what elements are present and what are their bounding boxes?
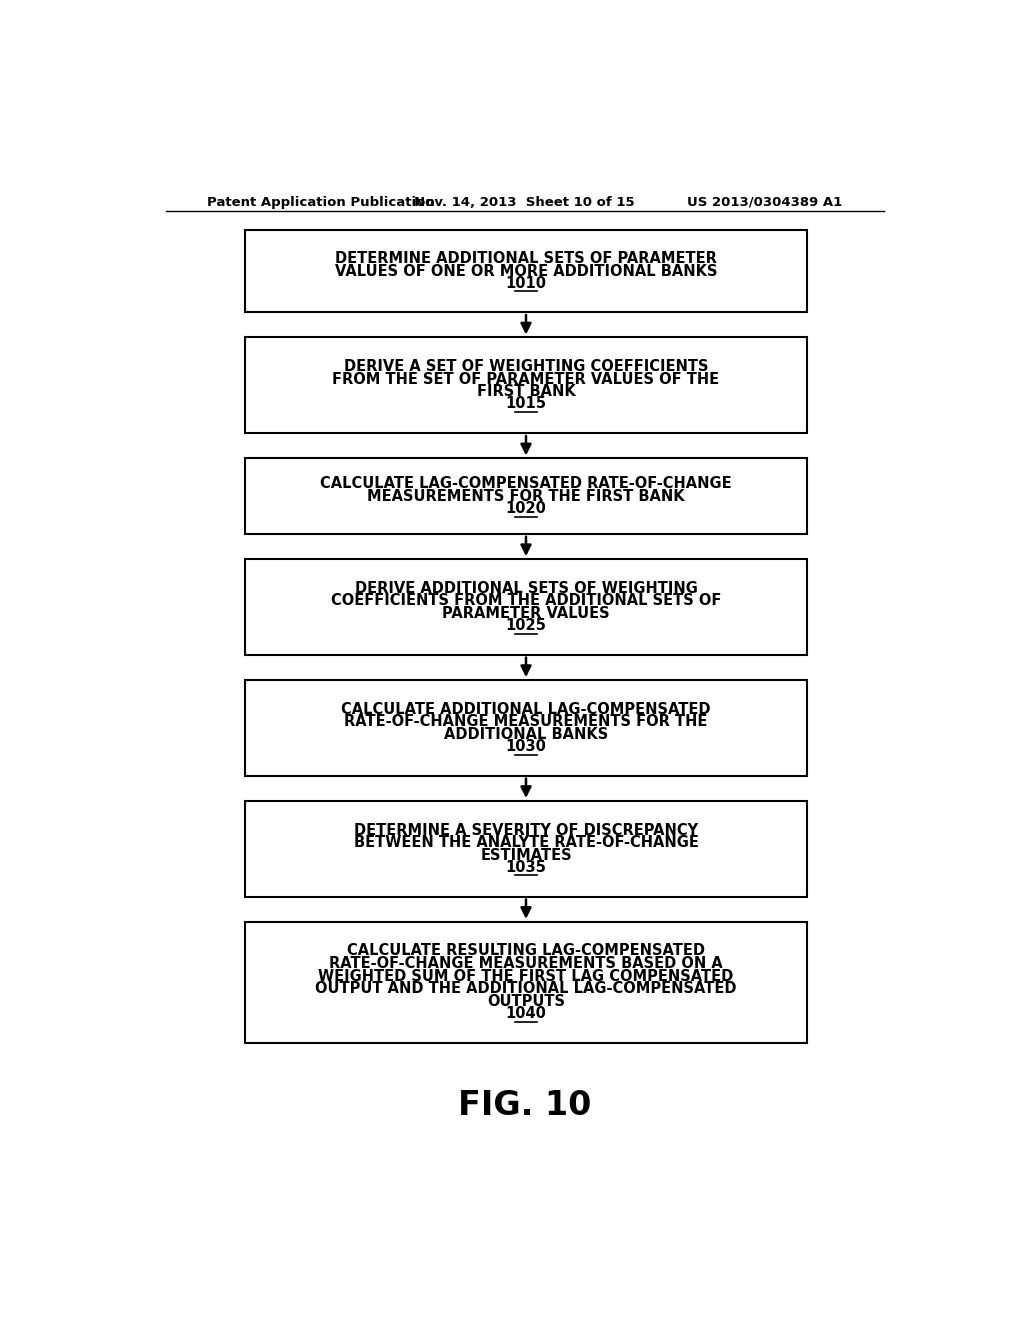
- FancyBboxPatch shape: [246, 921, 807, 1043]
- Text: FROM THE SET OF PARAMETER VALUES OF THE: FROM THE SET OF PARAMETER VALUES OF THE: [333, 372, 720, 387]
- Text: DERIVE ADDITIONAL SETS OF WEIGHTING: DERIVE ADDITIONAL SETS OF WEIGHTING: [354, 581, 697, 595]
- Text: OUTPUTS: OUTPUTS: [487, 994, 565, 1008]
- Text: BETWEEN THE ANALYTE RATE-OF-CHANGE: BETWEEN THE ANALYTE RATE-OF-CHANGE: [353, 836, 698, 850]
- Text: ESTIMATES: ESTIMATES: [480, 847, 571, 863]
- Text: FIRST BANK: FIRST BANK: [476, 384, 575, 399]
- Text: Patent Application Publication: Patent Application Publication: [207, 195, 435, 209]
- Text: CALCULATE ADDITIONAL LAG-COMPENSATED: CALCULATE ADDITIONAL LAG-COMPENSATED: [341, 702, 711, 717]
- Text: Nov. 14, 2013  Sheet 10 of 15: Nov. 14, 2013 Sheet 10 of 15: [415, 195, 635, 209]
- Text: COEFFICIENTS FROM THE ADDITIONAL SETS OF: COEFFICIENTS FROM THE ADDITIONAL SETS OF: [331, 594, 721, 609]
- FancyBboxPatch shape: [246, 801, 807, 896]
- Text: 1030: 1030: [506, 739, 547, 754]
- FancyBboxPatch shape: [246, 458, 807, 533]
- FancyBboxPatch shape: [246, 338, 807, 433]
- Text: FIG. 10: FIG. 10: [458, 1089, 592, 1122]
- Text: 1015: 1015: [506, 396, 547, 412]
- Text: PARAMETER VALUES: PARAMETER VALUES: [442, 606, 610, 620]
- Text: CALCULATE LAG-COMPENSATED RATE-OF-CHANGE: CALCULATE LAG-COMPENSATED RATE-OF-CHANGE: [321, 477, 732, 491]
- FancyBboxPatch shape: [246, 230, 807, 312]
- FancyBboxPatch shape: [246, 680, 807, 776]
- Text: CALCULATE RESULTING LAG-COMPENSATED: CALCULATE RESULTING LAG-COMPENSATED: [347, 944, 705, 958]
- Text: DETERMINE A SEVERITY OF DISCREPANCY: DETERMINE A SEVERITY OF DISCREPANCY: [354, 822, 698, 838]
- Text: WEIGHTED SUM OF THE FIRST LAG COMPENSATED: WEIGHTED SUM OF THE FIRST LAG COMPENSATE…: [318, 969, 733, 983]
- Text: ADDITIONAL BANKS: ADDITIONAL BANKS: [443, 727, 608, 742]
- Text: 1025: 1025: [506, 618, 547, 634]
- Text: VALUES OF ONE OR MORE ADDITIONAL BANKS: VALUES OF ONE OR MORE ADDITIONAL BANKS: [335, 264, 717, 279]
- Text: MEASUREMENTS FOR THE FIRST BANK: MEASUREMENTS FOR THE FIRST BANK: [368, 488, 685, 504]
- Text: 1040: 1040: [506, 1006, 547, 1020]
- Text: 1010: 1010: [506, 276, 547, 290]
- Text: DERIVE A SET OF WEIGHTING COEFFICIENTS: DERIVE A SET OF WEIGHTING COEFFICIENTS: [344, 359, 709, 374]
- Text: RATE-OF-CHANGE MEASUREMENTS FOR THE: RATE-OF-CHANGE MEASUREMENTS FOR THE: [344, 714, 708, 729]
- Text: DETERMINE ADDITIONAL SETS OF PARAMETER: DETERMINE ADDITIONAL SETS OF PARAMETER: [335, 251, 717, 267]
- Text: US 2013/0304389 A1: US 2013/0304389 A1: [687, 195, 842, 209]
- Text: RATE-OF-CHANGE MEASUREMENTS BASED ON A: RATE-OF-CHANGE MEASUREMENTS BASED ON A: [329, 956, 723, 972]
- Text: 1020: 1020: [506, 500, 547, 516]
- Text: 1035: 1035: [506, 859, 547, 875]
- Text: OUTPUT AND THE ADDITIONAL LAG-COMPENSATED: OUTPUT AND THE ADDITIONAL LAG-COMPENSATE…: [315, 981, 736, 997]
- FancyBboxPatch shape: [246, 560, 807, 655]
